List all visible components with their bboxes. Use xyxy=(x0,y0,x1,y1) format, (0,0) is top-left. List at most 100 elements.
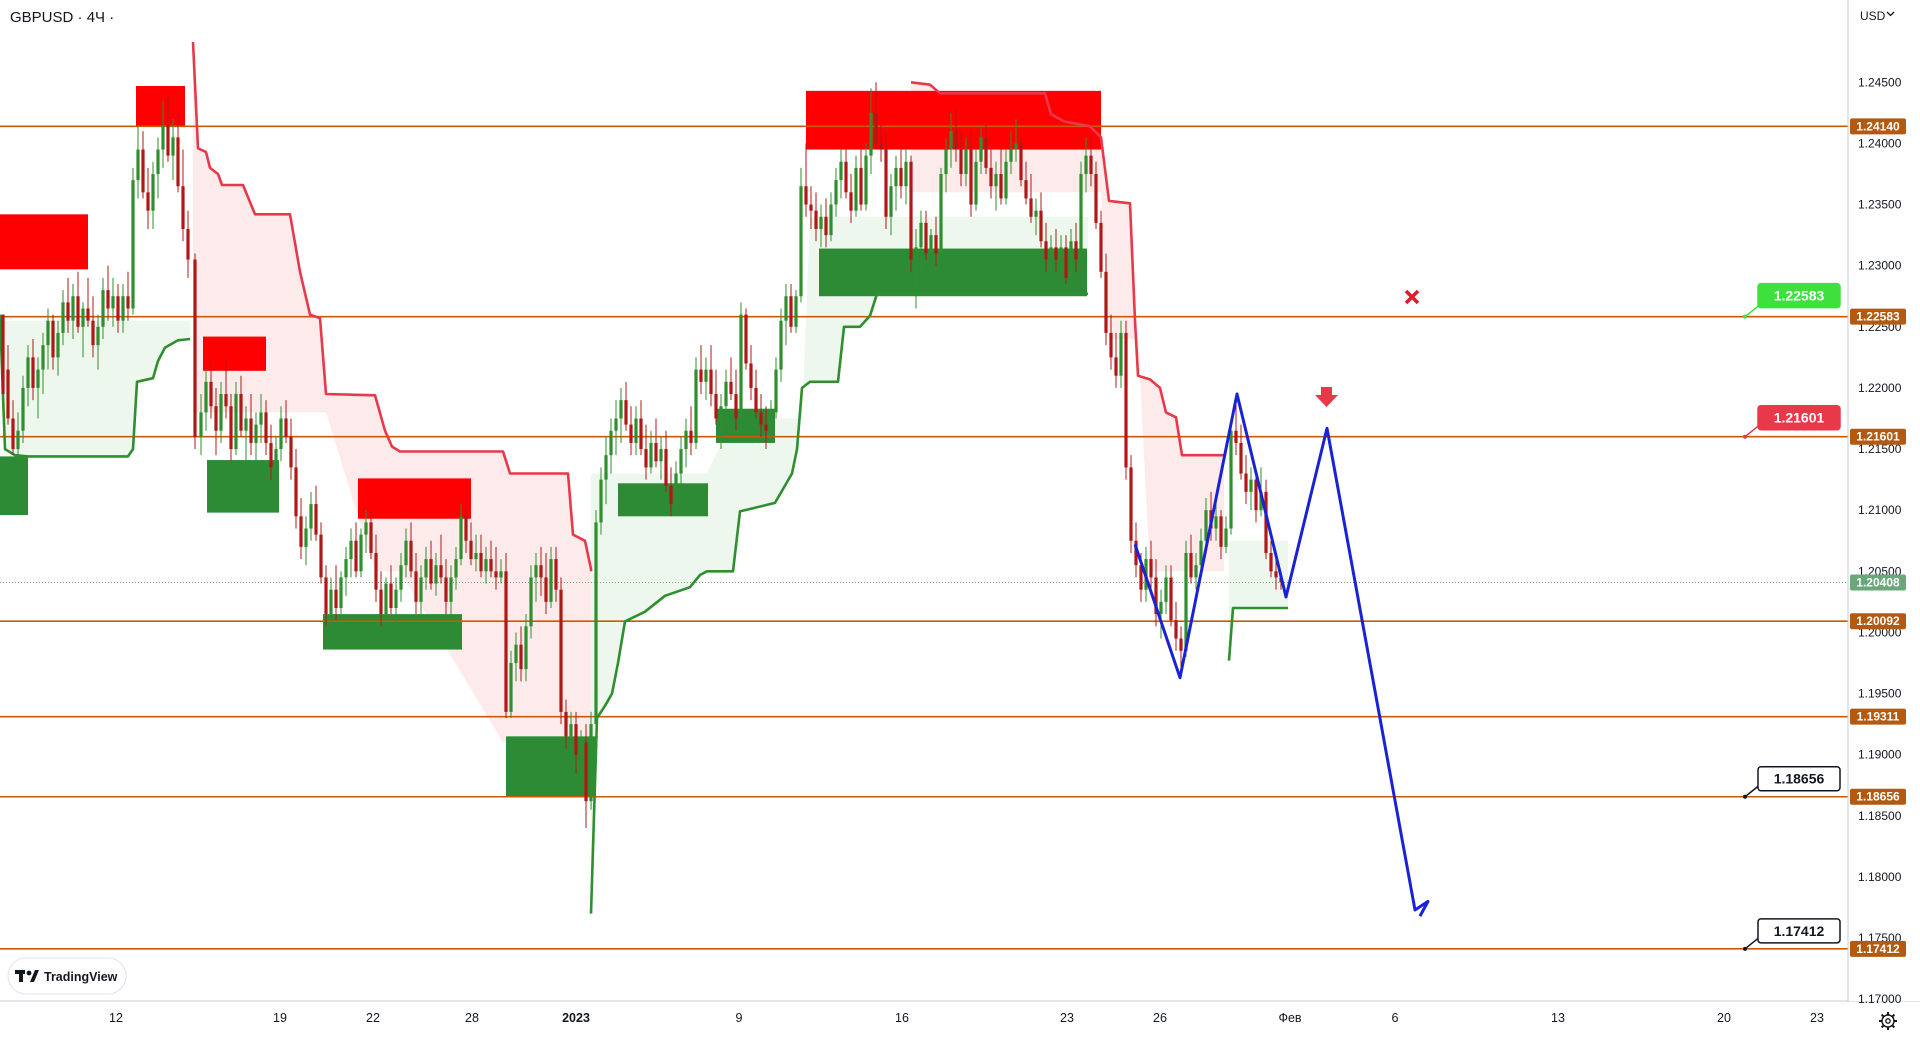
candle xyxy=(904,149,908,205)
trend-line-red xyxy=(191,41,593,572)
callout-anchor xyxy=(1743,946,1747,951)
candle xyxy=(469,522,473,566)
candle-body xyxy=(319,534,323,578)
candle-body xyxy=(1164,577,1168,602)
candle-body xyxy=(349,540,353,560)
candle xyxy=(1149,540,1153,590)
candle-body xyxy=(254,424,258,443)
candle-body xyxy=(1204,510,1208,541)
price-axis-level-label: 1.17412 xyxy=(1850,940,1906,957)
cross-stroke xyxy=(1404,289,1420,305)
level-callout: 1.21601 xyxy=(1743,404,1841,439)
candle-body xyxy=(394,589,398,608)
candle-body xyxy=(1234,430,1238,443)
candle xyxy=(539,546,543,596)
callout-pointer xyxy=(1744,304,1761,318)
candle-body xyxy=(101,290,105,327)
candle xyxy=(509,650,513,719)
candle xyxy=(839,149,843,199)
candle xyxy=(694,357,698,450)
candle-body xyxy=(529,577,533,627)
candle xyxy=(744,308,748,370)
candle xyxy=(734,369,738,431)
candle-body xyxy=(689,430,693,443)
candle-body xyxy=(193,259,197,437)
candle xyxy=(859,149,863,211)
candle xyxy=(41,332,45,395)
price-axis[interactable] xyxy=(1849,0,1920,1001)
candle-body xyxy=(131,180,135,309)
candle xyxy=(1039,192,1043,248)
callout-text: 1.17412 xyxy=(1774,923,1825,939)
candle-body xyxy=(954,131,958,150)
trend-fill-green xyxy=(1229,540,1288,661)
candle xyxy=(1059,235,1063,278)
candle xyxy=(1154,559,1158,627)
candle-body xyxy=(769,412,773,431)
candle xyxy=(209,357,213,419)
candle-body xyxy=(1114,357,1118,376)
candle-body xyxy=(939,173,943,254)
candle xyxy=(724,369,728,419)
candle-body xyxy=(499,571,503,578)
candle-body xyxy=(764,424,768,431)
candle-body xyxy=(784,296,788,321)
candle xyxy=(769,400,773,443)
candle-body xyxy=(96,326,100,346)
candle-body xyxy=(111,296,115,309)
candle-body xyxy=(504,571,508,712)
candle xyxy=(51,314,55,370)
candle xyxy=(969,131,973,217)
callout-text: 1.18656 xyxy=(1774,771,1825,787)
candle xyxy=(1219,510,1223,560)
candle xyxy=(279,406,283,462)
candle xyxy=(1124,320,1128,480)
candle xyxy=(819,204,823,248)
candle xyxy=(269,424,273,480)
settings-gear-icon[interactable] xyxy=(1879,1012,1897,1030)
candle-body xyxy=(779,320,783,370)
candle xyxy=(379,571,383,627)
candle-body xyxy=(249,418,253,443)
candle xyxy=(359,528,363,578)
candle-body xyxy=(1239,442,1243,474)
candle xyxy=(274,436,278,486)
candle xyxy=(409,522,413,578)
candle-body xyxy=(594,522,598,725)
candle xyxy=(844,149,848,199)
candle xyxy=(534,552,538,602)
candle-body xyxy=(509,663,513,712)
candle xyxy=(964,137,968,187)
candle xyxy=(1229,418,1233,535)
candle xyxy=(1224,516,1228,553)
candle-body xyxy=(639,418,643,450)
candle-body xyxy=(244,418,248,431)
tradingview-watermark[interactable]: TradingView xyxy=(7,957,127,995)
candle-body xyxy=(914,247,918,260)
candle-body xyxy=(259,412,263,425)
candle-body xyxy=(584,742,588,802)
symbol-title[interactable]: GBPUSD · 4Ч · xyxy=(10,9,114,26)
candle-body xyxy=(644,449,648,468)
currency-button[interactable]: USD xyxy=(1860,9,1895,23)
time-axis[interactable] xyxy=(0,1002,1920,1042)
candle-body xyxy=(279,418,283,450)
callout-anchor xyxy=(1743,434,1747,439)
candle-body xyxy=(171,137,175,156)
red-cross-marker xyxy=(1404,289,1420,305)
price-axis-level-label: 1.22583 xyxy=(1850,308,1906,325)
candle-body xyxy=(1,314,5,395)
candle-body xyxy=(604,455,608,480)
candle-body xyxy=(619,400,623,419)
candle xyxy=(1164,565,1168,615)
candle xyxy=(1004,149,1008,205)
candle xyxy=(754,369,758,419)
candle xyxy=(644,424,648,480)
candle-body xyxy=(1184,552,1188,651)
resistance-zone xyxy=(358,478,471,519)
candle xyxy=(36,357,40,419)
candle-body xyxy=(889,186,893,217)
callout-text: 1.21601 xyxy=(1774,410,1825,426)
candle xyxy=(424,546,428,590)
